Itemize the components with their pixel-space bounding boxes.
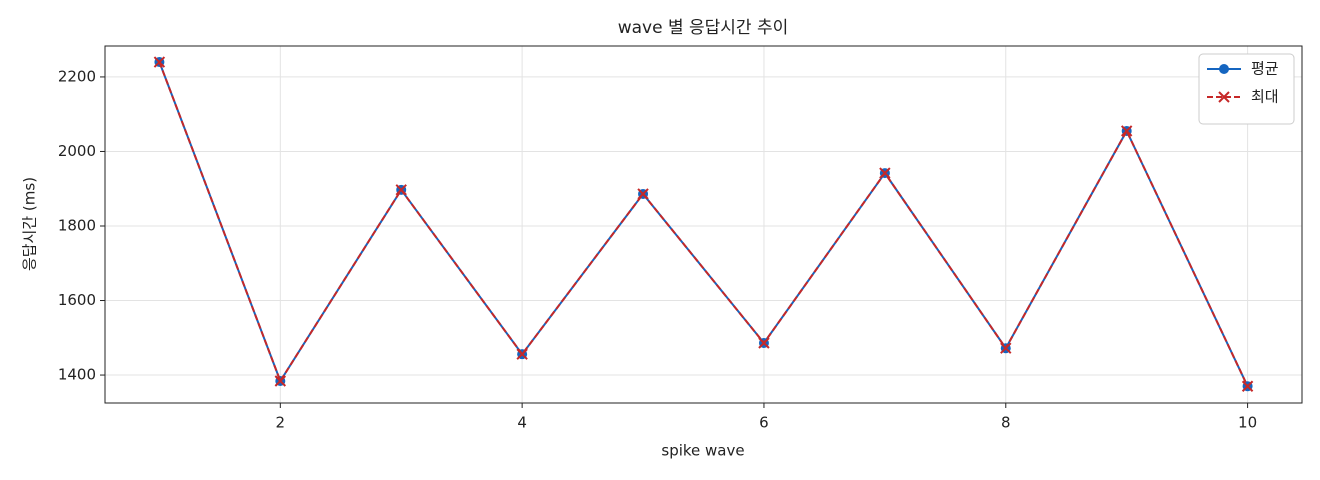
marker xyxy=(1241,380,1254,392)
x-tick-label: 2 xyxy=(276,414,286,432)
x-tick-label: 8 xyxy=(1001,414,1011,432)
legend-marker xyxy=(1218,91,1230,103)
y-axis-label: 응답시간 (ms) xyxy=(21,177,39,271)
legend-marker xyxy=(1219,64,1229,74)
y-tick-label: 2200 xyxy=(58,67,96,85)
legend-label: 평균 xyxy=(1251,60,1279,78)
marker xyxy=(879,167,891,179)
marker xyxy=(1120,125,1133,137)
y-tick-label: 1600 xyxy=(58,291,96,309)
y-tick-label: 1400 xyxy=(58,366,96,384)
x-tick-label: 4 xyxy=(517,414,527,432)
marker xyxy=(516,348,528,360)
marker xyxy=(637,188,649,200)
x-tick-label: 10 xyxy=(1238,414,1257,432)
legend-label: 최대 xyxy=(1251,88,1279,106)
marker xyxy=(1000,342,1012,354)
marker xyxy=(395,184,407,196)
legend-box xyxy=(1198,53,1295,125)
plot-frame xyxy=(104,45,1303,404)
marker xyxy=(758,337,770,349)
marker xyxy=(274,375,287,387)
x-tick-label: 6 xyxy=(759,414,769,432)
marker xyxy=(153,56,166,68)
y-tick-label: 2000 xyxy=(58,142,96,160)
chart-title: wave 별 응답시간 추이 xyxy=(618,18,789,38)
y-tick-label: 1800 xyxy=(58,216,96,234)
x-axis-label: spike wave xyxy=(661,442,744,460)
series-line xyxy=(158,61,1249,387)
